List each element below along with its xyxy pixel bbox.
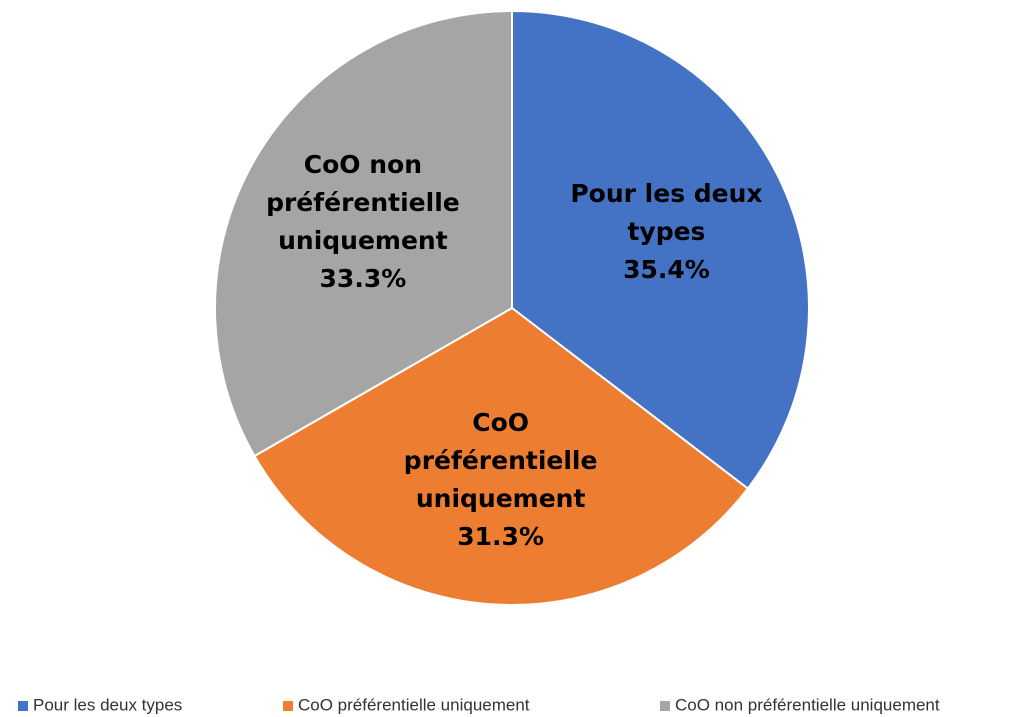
pie-slice	[511, 9, 810, 490]
slice-label: CoO non préférentielle uniquement 33.3%	[248, 122, 478, 322]
slice-label-box: CoO préférentielle uniquement 31.3%	[386, 380, 616, 580]
legend-swatch	[660, 701, 670, 711]
legend-label: CoO préférentielle uniquement	[298, 695, 530, 714]
slice-label-box: Pour les deux types 35.4%	[551, 132, 781, 332]
slice-label-text: 33.3%	[319, 263, 407, 293]
slice-label-text: 35.4%	[623, 254, 710, 284]
slice-label-text: 31.3%	[457, 521, 544, 551]
slice-label-text: CoO préférentielle uniquement	[403, 407, 598, 513]
slice-label-text: Pour les deux types	[570, 178, 763, 246]
legend-swatch	[18, 701, 28, 711]
slice-label: Pour les deux types 35.4%	[551, 132, 781, 332]
legend-swatch	[283, 701, 293, 711]
slice-label-box: CoO non préférentielle uniquement 33.3%	[248, 122, 478, 322]
legend-label: CoO non préférentielle uniquement	[675, 695, 940, 714]
slice-label-text: CoO non préférentielle uniquement	[266, 149, 460, 255]
legend-label: Pour les deux types	[33, 695, 182, 714]
slice-label: CoO préférentielle uniquement 31.3%	[386, 380, 616, 580]
pie-slice	[253, 306, 750, 606]
pie-slice	[214, 9, 513, 458]
